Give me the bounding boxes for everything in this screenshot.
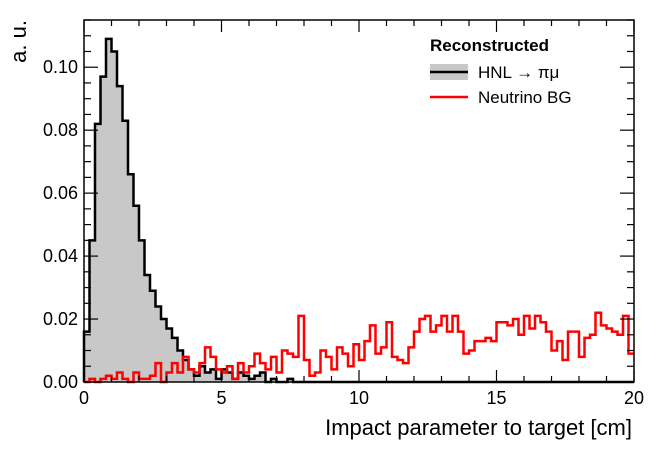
legend: Reconstructed HNL → πμ Neutrino BG xyxy=(430,36,572,107)
x-tick-label: 15 xyxy=(486,388,506,408)
hist-bin-fill-0-27 xyxy=(232,378,239,382)
hist-bin-fill-0-3 xyxy=(100,76,107,383)
hist-bin-fill-0-1 xyxy=(89,240,96,382)
hist-bin-fill-0-22 xyxy=(205,372,211,382)
series-line-1 xyxy=(84,311,634,384)
x-tick-label: 5 xyxy=(216,388,226,408)
ticks: 0 5 10 15 20 0.00 0.02 0.04 0.06 0.08 0.10 xyxy=(43,19,644,408)
hist-bin-fill-0-19 xyxy=(188,369,195,382)
hist-bin-fill-0-14 xyxy=(161,319,167,382)
hist-bin-fill-0-13 xyxy=(155,306,162,382)
hist-bin-fill-0-9 xyxy=(133,205,140,382)
hist-bin-fill-0-26 xyxy=(227,372,233,382)
legend-label-bg: Neutrino BG xyxy=(478,88,572,107)
hist-bin-fill-0-10 xyxy=(139,240,145,382)
hist-bin-fill-0-2 xyxy=(95,123,101,382)
x-tick-label: 0 xyxy=(79,388,89,408)
hist-bin-fill-0-0 xyxy=(84,331,90,382)
hist-bin-fill-0-23 xyxy=(210,369,217,382)
hist-bin-fill-0-18 xyxy=(183,359,189,382)
y-axis-label: a. u. xyxy=(6,20,31,63)
hist-bin-fill-0-5 xyxy=(111,51,118,382)
hist-bin-fill-0-29 xyxy=(243,375,250,382)
hist-bin-fill-0-32 xyxy=(260,372,266,382)
hist-bin-fill-0-28 xyxy=(238,372,244,382)
hist-bin-fill-0-4 xyxy=(106,38,112,382)
hist-bin-fill-0-30 xyxy=(249,378,255,382)
hist-bin-fill-0-25 xyxy=(221,369,228,382)
hist-bin-fill-0-37 xyxy=(287,378,294,382)
x-axis-label: Impact parameter to target [cm] xyxy=(325,415,632,440)
x-tick-label: 10 xyxy=(349,388,369,408)
hist-bin-fill-0-7 xyxy=(122,120,129,382)
hist-bin-fill-0-34 xyxy=(271,378,277,382)
hist-bin-fill-0-6 xyxy=(117,86,123,383)
hist-bin-fill-0-20 xyxy=(194,375,200,382)
y-tick-label: 0.04 xyxy=(43,246,78,266)
hist-bin-fill-0-12 xyxy=(150,290,156,382)
hist-bin-fill-0-15 xyxy=(166,328,173,382)
y-tick-label: 0.10 xyxy=(43,57,78,77)
legend-title: Reconstructed xyxy=(430,36,549,55)
hist-bin-fill-0-31 xyxy=(254,375,261,382)
hist-bin-fill-0-8 xyxy=(128,174,134,382)
y-tick-label: 0.02 xyxy=(43,309,78,329)
signal-fill-area xyxy=(84,38,294,383)
hist-bin-fill-0-11 xyxy=(144,274,151,382)
legend-label-hnl: HNL → πμ xyxy=(478,63,559,82)
hist-bin-fill-0-17 xyxy=(177,350,184,382)
y-tick-label: 0.00 xyxy=(43,372,78,392)
x-tick-label: 20 xyxy=(624,388,644,408)
y-tick-label: 0.08 xyxy=(43,120,78,140)
y-tick-label: 0.06 xyxy=(43,183,78,203)
hist-bin-fill-0-24 xyxy=(216,378,222,382)
hist-bin-fill-0-21 xyxy=(199,366,206,382)
hist-bin-fill-0-16 xyxy=(172,337,178,382)
